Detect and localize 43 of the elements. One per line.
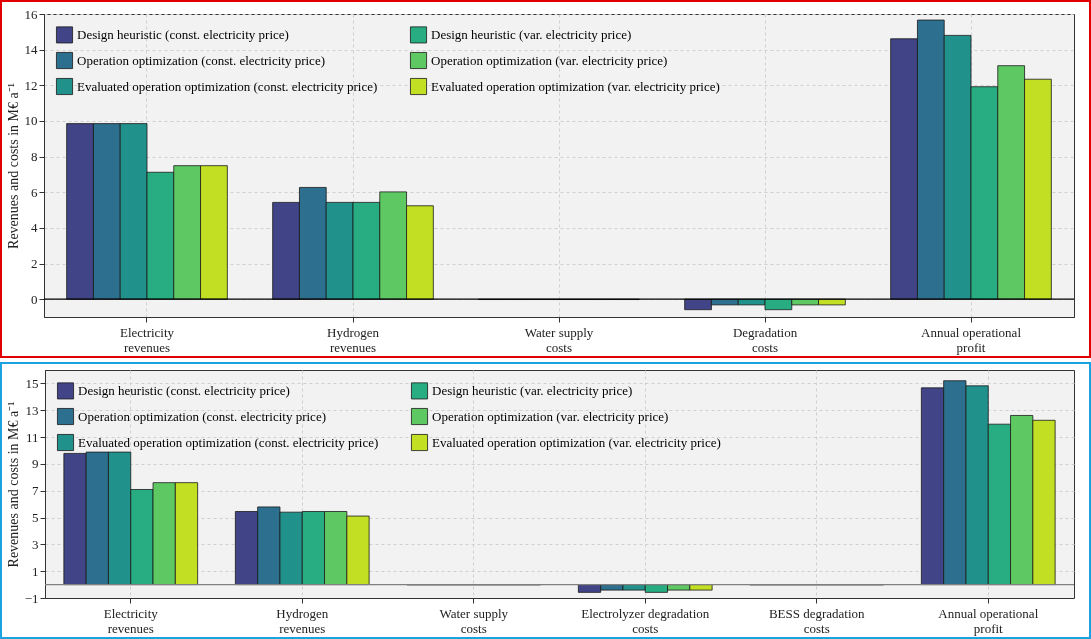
y-tick-label: 16 — [24, 6, 38, 22]
legend-label: Design heuristic (const. electricity price) — [77, 26, 289, 42]
y-tick-label: −1 — [24, 590, 39, 606]
y-tick-label: 1 — [32, 563, 39, 579]
y-tick-label: 4 — [31, 220, 38, 236]
legend-label: Evaluated operation optimization (var. electricity price) — [432, 434, 721, 450]
y-tick-label: 3 — [32, 536, 39, 552]
legend-label: Evaluated operation optimization (var. electricity price) — [431, 78, 720, 94]
legend-label: Operation optimization (var. electricity price) — [431, 52, 668, 68]
x-tick-label: BESS degradation costs — [768, 605, 866, 636]
y-tick-label: 14 — [24, 42, 38, 58]
y-tick-label: 8 — [31, 149, 38, 165]
legend-label: Design heuristic (var. electricity price) — [432, 382, 633, 398]
legend-label: Design heuristic (var. electricity price) — [431, 26, 632, 42]
x-tick-label: Hydrogen revenues — [327, 324, 380, 355]
y-tick-label: 15 — [25, 375, 39, 391]
y-tick-label: 6 — [31, 184, 38, 200]
legend-label: Operation optimization (const. electricity price) — [77, 52, 325, 68]
x-tick-label: Annual operational profit — [938, 605, 1039, 636]
y-axis-title: Revenues and costs in M€ a⁻¹ — [5, 83, 21, 249]
y-axis-title: Revenues and costs in M€ a⁻¹ — [5, 401, 21, 568]
y-tick-label: 9 — [32, 456, 39, 472]
x-tick-label: Hydrogen revenues — [276, 605, 329, 636]
y-tick-label: 13 — [25, 402, 39, 418]
x-tick-label: Water supply costs — [439, 605, 509, 636]
x-tick-label: Electrolyzer degradation costs — [581, 605, 710, 636]
x-tick-label: Electricity revenues — [119, 324, 175, 355]
y-tick-label: 2 — [31, 256, 38, 272]
legend-label: Evaluated operation optimization (const. electricity price) — [77, 78, 378, 94]
y-tick-label: 7 — [32, 483, 39, 499]
legend-label: Operation optimization (const. electricity price) — [78, 408, 326, 424]
x-tick-label: Annual operational profit — [921, 324, 1022, 355]
y-tick-label: 0 — [31, 291, 38, 307]
y-tick-label: 10 — [24, 113, 38, 129]
x-tick-label: Water supply costs — [524, 324, 594, 355]
y-tick-label: 12 — [24, 77, 38, 93]
y-tick-label: 11 — [25, 429, 39, 445]
y-tick-label: 5 — [32, 510, 39, 526]
legend-label: Design heuristic (const. electricity price) — [78, 382, 290, 398]
x-tick-label: Electricity revenues — [103, 605, 159, 636]
x-tick-label: Degradation costs — [732, 324, 798, 355]
legend-label: Evaluated operation optimization (const. electricity price) — [78, 434, 379, 450]
legend-label: Operation optimization (var. electricity price) — [432, 408, 669, 424]
